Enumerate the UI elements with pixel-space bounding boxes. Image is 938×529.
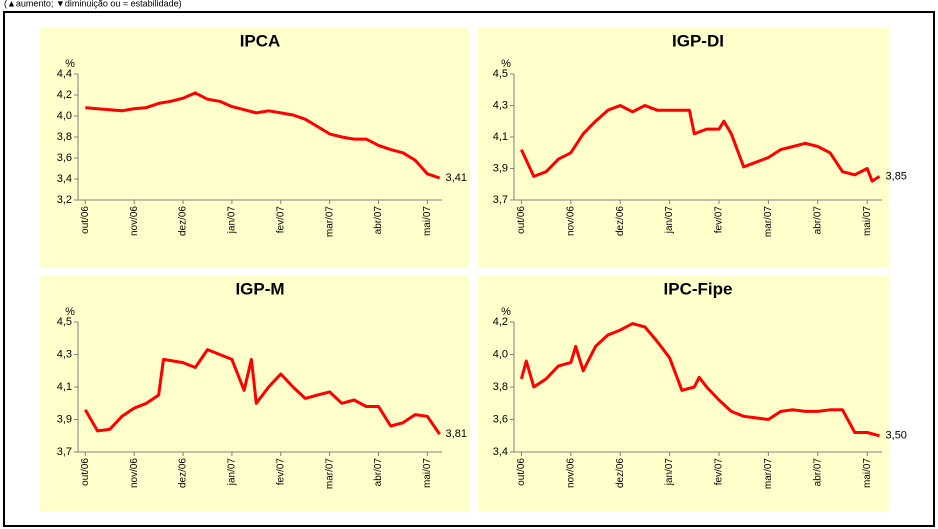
x-tick-label: mai/07 xyxy=(862,458,873,488)
x-tick-label: nov/06 xyxy=(565,458,576,488)
end-value-label: 3,41 xyxy=(446,172,467,184)
x-tick-label: dez/06 xyxy=(178,458,189,488)
x-tick-label: mai/07 xyxy=(422,206,433,236)
y-tick-label: 3,9 xyxy=(493,162,508,174)
y-axis-label: % xyxy=(501,306,511,318)
chart-title: IGP-M xyxy=(235,279,284,298)
y-tick-label: 4,2 xyxy=(57,89,72,101)
x-tick-label: fev/07 xyxy=(275,458,286,486)
y-tick-label: 4,5 xyxy=(57,316,72,328)
y-tick-label: 4,4 xyxy=(57,68,72,80)
data-line xyxy=(85,91,441,180)
data-line xyxy=(84,348,441,435)
chart-background xyxy=(478,28,890,268)
x-tick-label: out/06 xyxy=(80,206,91,234)
y-axis-label: % xyxy=(65,58,75,70)
data-line xyxy=(519,322,880,438)
y-axis-label: % xyxy=(501,58,511,70)
x-tick-label: out/06 xyxy=(516,206,527,234)
x-tick-label: abr/07 xyxy=(373,206,384,235)
x-tick-label: out/06 xyxy=(80,458,91,486)
chart-title: IGP-DI xyxy=(672,31,724,50)
y-tick-label: 3,4 xyxy=(57,173,72,185)
x-tick-label: fev/07 xyxy=(714,206,725,234)
x-tick-label: dez/06 xyxy=(178,206,189,236)
y-tick-label: 3,7 xyxy=(493,194,508,206)
chart-title: IPCA xyxy=(240,31,281,50)
x-tick-label: fev/07 xyxy=(275,206,286,234)
x-tick-label: jan/07 xyxy=(664,206,675,235)
x-tick-label: fev/07 xyxy=(714,458,725,486)
legend-note: (▲aumento; ▼diminuição ou = estabilidade… xyxy=(4,0,182,8)
y-axis-label: % xyxy=(65,306,75,318)
x-tick-label: abr/07 xyxy=(373,458,384,487)
x-tick-label: mar/07 xyxy=(324,206,335,238)
x-tick-label: jan/07 xyxy=(664,458,675,487)
y-tick-label: 3,6 xyxy=(57,152,72,164)
y-tick-label: 3,9 xyxy=(57,413,72,425)
y-tick-label: 3,7 xyxy=(57,446,72,458)
y-tick-label: 3,4 xyxy=(493,446,508,458)
y-tick-label: 4,0 xyxy=(57,110,72,122)
x-tick-label: abr/07 xyxy=(812,458,823,487)
x-tick-label: mar/07 xyxy=(763,206,774,238)
x-tick-label: mai/07 xyxy=(422,458,433,488)
x-tick-label: dez/06 xyxy=(615,206,626,236)
y-tick-label: 3,8 xyxy=(493,381,508,393)
x-tick-label: mar/07 xyxy=(763,458,774,490)
y-tick-label: 3,8 xyxy=(57,131,72,143)
y-tick-label: 4,1 xyxy=(493,131,508,143)
x-tick-label: jan/07 xyxy=(227,206,238,235)
end-value-label: 3,85 xyxy=(886,170,907,182)
x-tick-label: mar/07 xyxy=(324,458,335,490)
x-tick-label: nov/06 xyxy=(129,206,140,236)
chart-background xyxy=(40,28,470,268)
y-tick-label: 3,6 xyxy=(493,413,508,425)
y-tick-label: 4,2 xyxy=(493,316,508,328)
y-tick-label: 4,0 xyxy=(493,348,508,360)
x-tick-label: dez/06 xyxy=(615,458,626,488)
x-tick-label: nov/06 xyxy=(129,458,140,488)
end-value-label: 3,81 xyxy=(446,428,467,440)
x-tick-label: abr/07 xyxy=(812,206,823,235)
x-tick-label: nov/06 xyxy=(565,206,576,236)
y-tick-label: 4,3 xyxy=(493,99,508,111)
x-tick-label: jan/07 xyxy=(227,458,238,487)
y-tick-label: 4,1 xyxy=(57,381,72,393)
x-tick-label: out/06 xyxy=(516,458,527,486)
chart-title: IPC-Fipe xyxy=(664,279,733,298)
frame xyxy=(3,11,935,527)
y-tick-label: 4,5 xyxy=(493,68,508,80)
data-line xyxy=(520,104,881,183)
y-tick-label: 4,3 xyxy=(57,348,72,360)
end-value-label: 3,50 xyxy=(886,430,907,442)
chart-background xyxy=(478,276,890,512)
x-tick-label: mai/07 xyxy=(862,206,873,236)
y-tick-label: 3,2 xyxy=(57,194,72,206)
